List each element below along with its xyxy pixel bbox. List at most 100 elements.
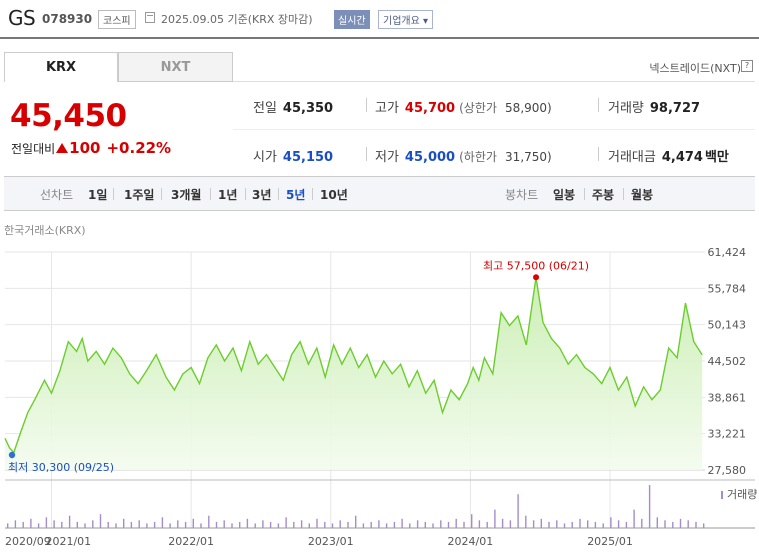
volume-bar	[107, 521, 109, 528]
nxt-link[interactable]: 넥스트레이드(NXT)	[649, 62, 741, 75]
volume-bar	[679, 518, 682, 528]
candle-weekly[interactable]: 주봉	[592, 188, 615, 202]
volume-bar	[53, 520, 55, 528]
volume-bar	[409, 523, 411, 528]
volume-bar	[7, 523, 9, 528]
volume-bar	[130, 521, 133, 528]
min-label: 최저 30,300 (09/25)	[8, 461, 114, 474]
volume-bar	[285, 517, 287, 529]
x-tick-label: 2021/01	[45, 535, 91, 548]
volume-bar	[501, 518, 504, 528]
volume-bar	[656, 517, 658, 529]
volume-bar	[161, 517, 164, 529]
volume-bar	[339, 520, 341, 528]
realtime-button[interactable]: 실시간	[334, 10, 370, 29]
volume-bar	[269, 521, 272, 528]
period-5y[interactable]: 5년	[286, 188, 306, 202]
info-divider	[366, 147, 367, 161]
x-tick-label: 2020/09	[5, 535, 51, 548]
price-line	[4, 277, 703, 454]
volume-bar	[563, 523, 566, 528]
trade-value-value: 4,474	[661, 150, 703, 165]
period-10y[interactable]: 10년	[320, 188, 348, 202]
volume-bar	[478, 520, 481, 528]
period-3m[interactable]: 3개월	[171, 188, 202, 202]
volume-bar	[401, 518, 403, 528]
volume-bar	[208, 515, 210, 528]
volume-bar	[277, 523, 280, 528]
max-label: 최고 57,500 (06/21)	[483, 259, 589, 272]
company-overview-dropdown[interactable]: 기업개요 ▾	[378, 10, 434, 29]
lower-limit-label: (하한가	[459, 150, 497, 164]
change-amount: 100	[69, 139, 101, 157]
volume-bar	[177, 520, 179, 528]
volume-bar	[648, 485, 651, 528]
trade-value-unit: 백만	[704, 150, 729, 165]
volume-bar	[246, 518, 249, 528]
change-percent: +0.22%	[106, 139, 172, 157]
volume-bar	[308, 523, 310, 528]
volume-bar	[239, 521, 241, 528]
price-chart[interactable]: 61,424 55,784 50,143 44,502 38,861 33,221 27,5…	[0, 235, 759, 559]
volume-bar	[61, 521, 63, 528]
y-tick-label: 33,221	[708, 428, 747, 441]
trade-value-label: 거래대금	[608, 150, 656, 165]
high-cell: 고가 45,700 (상한가 58,900)	[375, 97, 552, 116]
volume-bar	[540, 518, 542, 528]
x-tick-label: 2024/01	[448, 535, 494, 548]
period-3y[interactable]: 3년	[252, 188, 272, 202]
period-1y[interactable]: 1년	[218, 188, 238, 202]
volume-bar	[192, 518, 194, 528]
up-arrow-icon	[56, 143, 69, 153]
volume-bar	[486, 521, 488, 528]
volume-bar	[625, 521, 628, 528]
volume-bar	[316, 518, 318, 528]
volume-bar	[393, 521, 396, 528]
candle-daily[interactable]: 일봉	[553, 188, 576, 202]
trade-value-cell: 거래대금 4,474 백만	[608, 146, 729, 165]
volume-bar	[22, 521, 24, 528]
open-value: 45,150	[282, 150, 334, 165]
period-1d[interactable]: 1일	[88, 188, 108, 202]
volume-bar	[300, 520, 303, 528]
candle-chart-label: 봉차트	[505, 188, 539, 202]
volume-bar	[37, 523, 40, 528]
volume-label: 거래량	[608, 101, 644, 116]
volume-bar	[254, 523, 256, 528]
volume-bar	[138, 520, 140, 528]
volume-bar	[30, 518, 32, 528]
period-1w[interactable]: 1주일	[124, 188, 155, 202]
volume-bar	[432, 523, 434, 528]
chart-source: 한국거래소(KRX)	[4, 224, 86, 237]
volume-bar	[223, 520, 225, 528]
help-icon[interactable]: ?	[741, 60, 753, 72]
volume-legend-swatch	[721, 491, 723, 499]
tab-krx[interactable]: KRX	[4, 52, 118, 82]
volume-bar	[347, 521, 349, 528]
volume-bar	[471, 514, 473, 528]
volume-bar	[703, 523, 705, 528]
volume-bar	[602, 523, 604, 528]
prev-close-cell: 전일 45,350	[253, 97, 333, 116]
volume-bar	[556, 520, 558, 528]
prev-close-label: 전일	[253, 101, 277, 116]
x-tick-label: 2023/01	[308, 535, 354, 548]
volume-bar	[532, 520, 535, 528]
price-area	[5, 277, 703, 470]
candle-monthly[interactable]: 월봉	[631, 188, 654, 202]
info-divider	[598, 147, 599, 161]
volume-bar	[215, 521, 218, 528]
volume-bar	[68, 515, 71, 528]
stock-name: GS	[8, 6, 36, 30]
period-divider	[113, 188, 114, 200]
tab-nxt[interactable]: NXT	[118, 52, 233, 82]
company-overview-label: 기업개요	[383, 16, 420, 27]
lower-limit-value: 31,750)	[505, 150, 552, 164]
volume-bar	[370, 521, 372, 528]
volume-bar	[440, 520, 442, 528]
volume-bar	[633, 509, 635, 528]
volume-value: 98,727	[649, 101, 701, 116]
upper-limit-label: (상한가	[459, 101, 497, 115]
low-cell: 저가 45,000 (하한가 31,750)	[375, 146, 552, 165]
current-price: 45,450	[10, 98, 127, 134]
